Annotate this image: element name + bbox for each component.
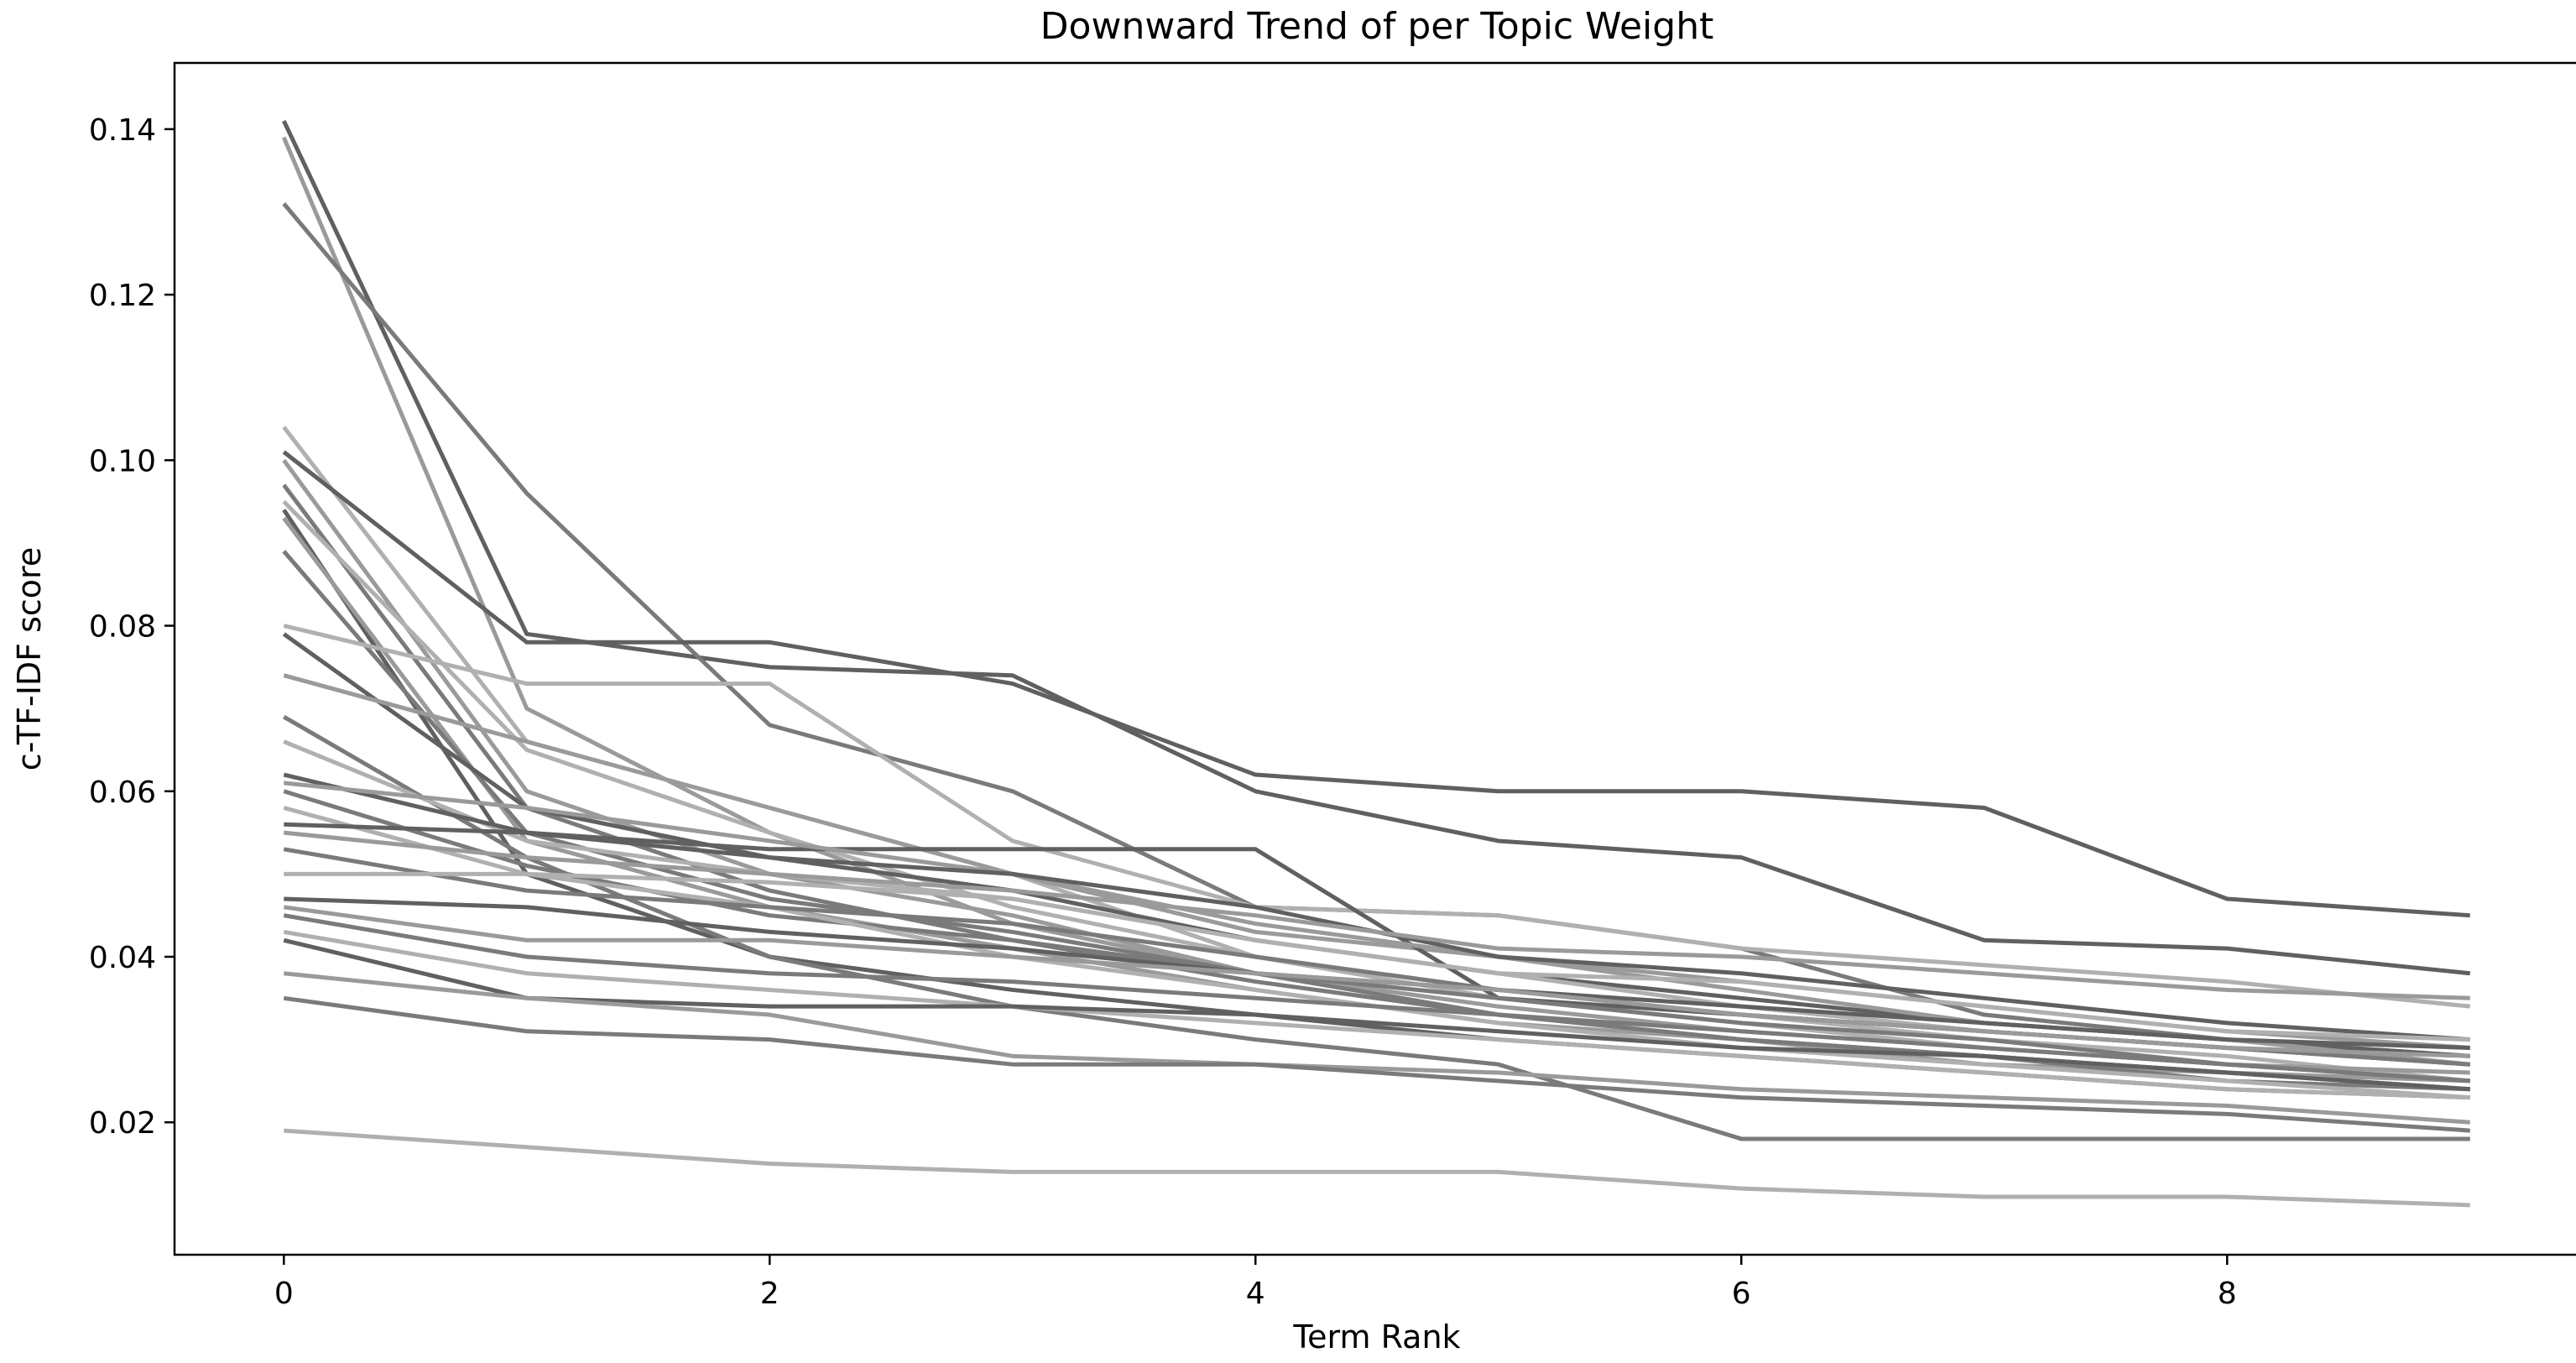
chart-title: Downward Trend of per Topic Weight [1040,5,1714,48]
series-line-3 [282,202,2470,1058]
series-line-12 [283,624,2470,1009]
plot-frame [173,61,2576,1256]
series-line-32 [284,1128,2470,1208]
y-axis: 0.02 0.04 0.06 0.08 0.10 0.12 0.14 [89,113,175,1141]
y-tick-label: 0.04 [89,941,156,975]
x-tick-label: 8 [2218,1277,2237,1311]
y-axis-label: c-TF-IDF score [11,547,48,770]
series-line-30 [284,971,2470,1125]
x-axis: 0 2 4 6 8 [274,1255,2237,1311]
series-line-29 [283,937,2470,1092]
x-axis-label: Term Rank [1292,1319,1460,1355]
series-line-28 [283,929,2470,1100]
y-tick-label: 0.10 [89,444,156,478]
series-line-9 [282,509,2470,1100]
series-line-27 [283,913,2470,1084]
series-line-5 [282,450,2470,918]
series-group [281,119,2470,1208]
y-tick-label: 0.06 [89,776,156,810]
y-tick-label: 0.08 [89,610,156,645]
x-tick-label: 4 [1246,1277,1265,1311]
y-tick-label: 0.12 [89,279,156,313]
series-line-15 [283,714,2470,1141]
y-tick-label: 0.14 [89,113,156,148]
series-line-22 [284,830,2470,1000]
series-line-7 [282,483,2470,1092]
series-line-24 [284,871,2470,1042]
x-tick-label: 6 [1732,1277,1751,1311]
x-tick-label: 2 [760,1277,780,1311]
y-tick-label: 0.02 [89,1106,156,1141]
x-tick-label: 0 [274,1277,294,1311]
series-line-26 [283,905,2470,1058]
series-line-31 [283,995,2470,1133]
series-line-1 [282,119,2470,976]
